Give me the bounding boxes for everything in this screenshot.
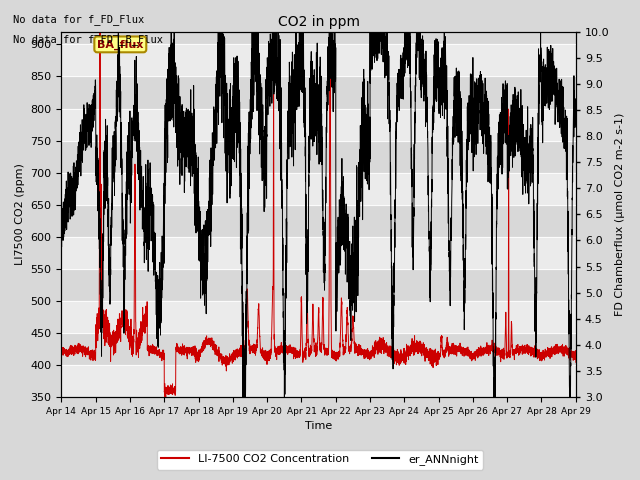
Bar bbox=[61, 44, 576, 76]
Title: CO2 in ppm: CO2 in ppm bbox=[278, 15, 360, 29]
Bar bbox=[61, 237, 576, 269]
Text: No data for f̅FD̅_B_Flux: No data for f̅FD̅_B_Flux bbox=[13, 34, 163, 45]
X-axis label: Time: Time bbox=[305, 421, 332, 432]
Legend: LI-7500 CO2 Concentration, er_ANNnight: LI-7500 CO2 Concentration, er_ANNnight bbox=[157, 450, 483, 469]
Y-axis label: FD Chamberflux (μmol CO2 m-2 s-1): FD Chamberflux (μmol CO2 m-2 s-1) bbox=[615, 113, 625, 316]
Text: No data for f_FD_Flux: No data for f_FD_Flux bbox=[13, 14, 144, 25]
Bar bbox=[61, 301, 576, 333]
Bar bbox=[61, 173, 576, 204]
Bar bbox=[61, 108, 576, 141]
Bar bbox=[61, 365, 576, 397]
Text: BA_flux: BA_flux bbox=[97, 39, 143, 49]
Y-axis label: LI7500 CO2 (ppm): LI7500 CO2 (ppm) bbox=[15, 163, 25, 265]
